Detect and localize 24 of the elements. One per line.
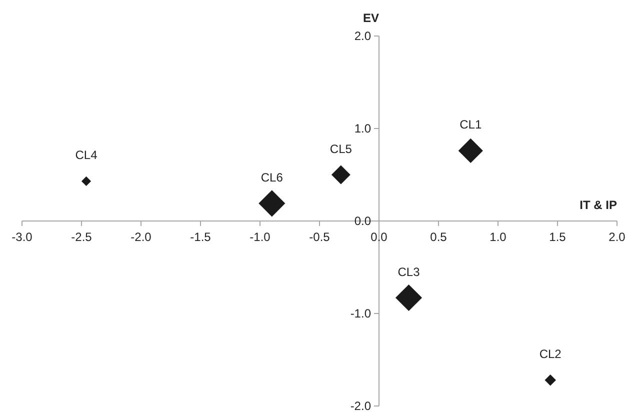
annotation: CL6	[260, 170, 284, 184]
y-tick-label: -1.0	[350, 306, 372, 320]
annotation: CL3	[398, 264, 420, 279]
y-axis-title: EV	[362, 11, 379, 25]
y-tick-label: 0.0	[354, 214, 372, 228]
y-tick-label: 1.0	[354, 122, 372, 136]
x-tick-label: 1.5	[549, 230, 566, 244]
y-tick-label: -2.0	[350, 399, 372, 413]
x-tick-label: -1.0	[250, 230, 271, 244]
x-axis-title: IT & IP	[580, 198, 617, 212]
annotation: CL2	[539, 347, 562, 362]
x-tick-label: 0.5	[430, 230, 448, 244]
x-tick-label: -3.0	[12, 230, 33, 244]
annotation: CL5	[330, 142, 352, 156]
x-tick-label: -2.0	[130, 230, 152, 244]
y-tick-label: 2.0	[354, 29, 372, 43]
x-tick-label: -2.5	[71, 230, 92, 244]
x-tick-label: -0.5	[309, 230, 330, 244]
x-tick-label: -1.5	[190, 230, 212, 244]
annotation: CL4	[75, 148, 98, 162]
x-tick-label: 1.0	[490, 230, 507, 244]
annotation: CL1	[460, 118, 482, 132]
x-tick-label: 0.0	[370, 230, 388, 244]
x-tick-label: 2.0	[608, 230, 626, 244]
